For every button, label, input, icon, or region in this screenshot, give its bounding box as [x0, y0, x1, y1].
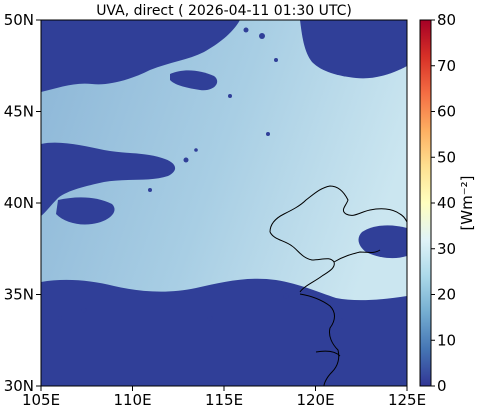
- map-panel: [41, 20, 407, 386]
- cloud-region-west-band: [41, 142, 176, 216]
- colorbar-tick-label: 40: [437, 194, 456, 212]
- coastline-shandong: [299, 293, 340, 386]
- x-tick-label: 120E: [296, 391, 334, 409]
- cloud-region-north-west: [41, 20, 240, 92]
- y-tick-label: 30N: [4, 377, 34, 395]
- colorbar-tick-label: 20: [437, 286, 456, 304]
- colorbar: 0 10 20 30 40 50 60 70 80 [Wm⁻²]: [419, 11, 476, 395]
- cloud-region-bohai-east: [358, 225, 407, 259]
- y-tick-label: 40N: [4, 194, 34, 212]
- coastline-liaodong: [269, 185, 407, 233]
- cloud-region-north-east: [300, 20, 407, 79]
- colorbar-tick-label: 60: [437, 103, 456, 121]
- x-axis: 105E 110E 115E 120E 125E: [22, 386, 426, 409]
- y-tick-label: 45N: [4, 103, 34, 121]
- colorbar-tick-label: 80: [437, 11, 456, 29]
- x-tick-label: 110E: [113, 391, 151, 409]
- coastline-bohai-west: [269, 231, 335, 293]
- x-tick-label: 105E: [22, 391, 60, 409]
- cloud-speckles: [58, 27, 362, 323]
- coastline-shandong-north: [333, 249, 381, 263]
- y-tick-label: 50N: [4, 11, 34, 29]
- colorbar-tick-label: 70: [437, 57, 456, 75]
- colorbar-tick-label: 0: [437, 377, 447, 395]
- cloud-region-north-central: [170, 70, 218, 91]
- colorbar-tick-label: 10: [437, 331, 456, 349]
- coastlines: [269, 185, 407, 386]
- x-tick-label: 115E: [205, 391, 243, 409]
- low-value-regions: [41, 20, 407, 386]
- colorbar-tick-label: 50: [437, 148, 456, 166]
- colorbar-ticks: 0 10 20 30 40 50 60 70 80: [431, 11, 456, 395]
- cloud-region-west-band-2: [56, 197, 115, 225]
- colorbar-bar: [419, 19, 432, 387]
- cloud-region-south: [41, 278, 407, 386]
- x-tick-label: 125E: [388, 391, 426, 409]
- coastline-south: [315, 350, 341, 357]
- y-tick-label: 35N: [4, 286, 34, 304]
- y-axis: 30N 35N 40N 45N 50N: [4, 11, 41, 395]
- colorbar-label: [Wm⁻²]: [458, 175, 476, 230]
- colorbar-tick-label: 30: [437, 240, 456, 258]
- map-title: UVA, direct ( 2026-04-11 01:30 UTC): [96, 3, 352, 19]
